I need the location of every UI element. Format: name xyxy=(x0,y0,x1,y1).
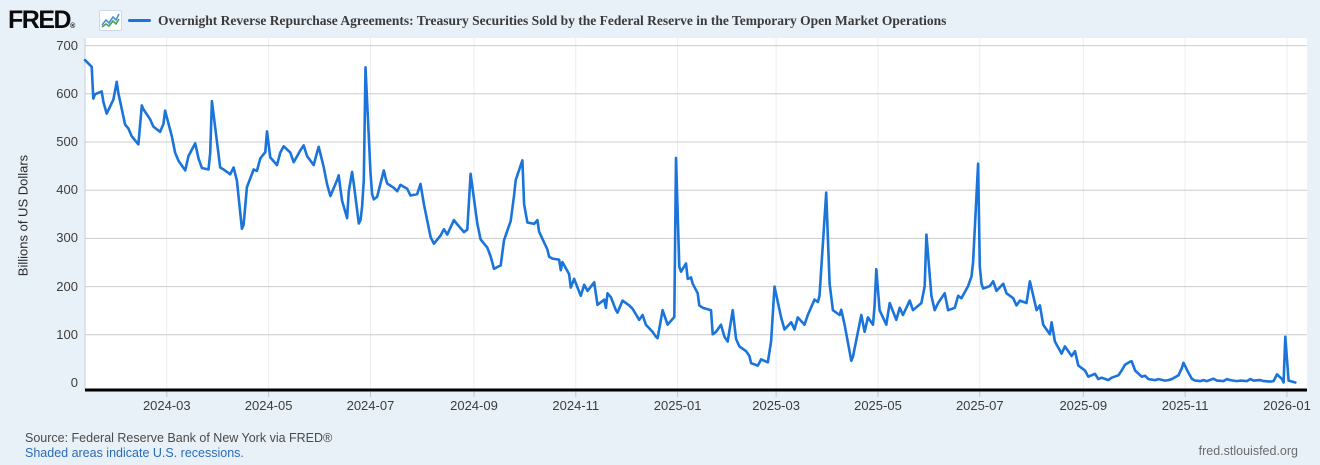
y-tick-label: 700 xyxy=(56,37,78,53)
source-note: Source: Federal Reserve Bank of New York… xyxy=(25,431,333,445)
x-tick-label: 2024-03 xyxy=(142,398,191,413)
x-tick-label: 2024-07 xyxy=(346,398,395,413)
y-tick-label: 600 xyxy=(56,85,78,101)
y-axis-title: Billions of US Dollars xyxy=(15,154,31,277)
y-tick-label: 400 xyxy=(56,182,78,198)
x-tick-label: 2026-01 xyxy=(1263,398,1311,413)
x-tick-label: 2025-07 xyxy=(955,398,1004,413)
x-tick-label: 2024-09 xyxy=(450,398,498,413)
legend-line-sample xyxy=(128,19,151,22)
fred-logo[interactable]: FRED® xyxy=(8,6,76,34)
x-tick-label: 2024-11 xyxy=(552,398,600,413)
series-legend-label[interactable]: Overnight Reverse Repurchase Agreements:… xyxy=(158,13,947,28)
y-tick-label: 0 xyxy=(70,375,78,390)
x-tick-label: 2024-05 xyxy=(244,398,293,413)
x-tick-label: 2025-05 xyxy=(854,398,902,413)
y-tick-label: 200 xyxy=(56,278,78,294)
plot-background xyxy=(85,38,1307,390)
x-tick-label: 2025-09 xyxy=(1059,398,1108,413)
y-tick-label: 100 xyxy=(56,326,78,342)
x-tick-label: 2025-01 xyxy=(653,398,702,413)
recession-note-link[interactable]: Shaded areas indicate U.S. recessions. xyxy=(25,446,244,460)
sparkline-icon xyxy=(99,10,122,31)
site-url: fred.stlouisfed.org xyxy=(1198,444,1298,458)
x-tick-label: 2025-03 xyxy=(752,398,800,413)
x-tick-label: 2025-11 xyxy=(1161,398,1209,413)
y-tick-label: 300 xyxy=(56,230,78,246)
y-tick-label: 500 xyxy=(56,134,78,149)
registered-mark: ® xyxy=(70,23,76,30)
series-line xyxy=(83,58,1297,384)
